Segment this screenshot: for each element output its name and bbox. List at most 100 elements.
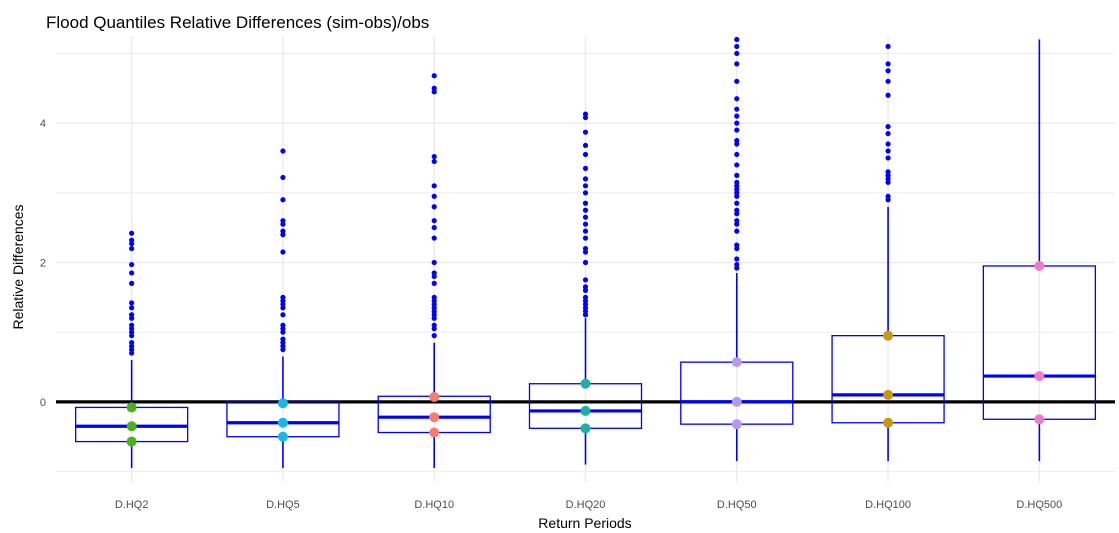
- quantile-marker: [429, 427, 440, 438]
- outlier-point: [129, 261, 135, 268]
- x-tick-label: D.HQ100: [865, 499, 911, 511]
- outlier-point: [431, 280, 437, 286]
- outlier-point: [734, 179, 740, 185]
- outlier-point: [734, 36, 740, 43]
- quantile-marker: [126, 436, 137, 447]
- quantile-marker: [126, 402, 137, 413]
- outlier-point: [129, 245, 135, 252]
- outlier-point: [280, 148, 286, 154]
- outlier-point: [582, 142, 589, 149]
- outlier-point: [431, 73, 437, 79]
- quantile-marker: [883, 330, 894, 341]
- outlier-point: [885, 169, 891, 175]
- outlier-point: [431, 259, 437, 266]
- quantile-marker: [277, 417, 288, 428]
- outlier-point: [129, 340, 135, 346]
- plot-marks: [56, 36, 1115, 469]
- outlier-point: [431, 225, 437, 231]
- x-tick-label: D.HQ5: [266, 499, 300, 511]
- outlier-point: [885, 68, 891, 74]
- outlier-point: [734, 207, 740, 213]
- quantile-marker: [580, 405, 591, 416]
- outlier-point: [582, 176, 589, 182]
- outlier-point: [129, 312, 135, 318]
- x-tick-label: D.HQ10: [414, 499, 454, 511]
- outlier-point: [582, 165, 589, 172]
- outlier-point: [582, 151, 589, 158]
- chart-title: Flood Quantiles Relative Differences (si…: [46, 13, 429, 32]
- outlier-point: [431, 193, 437, 199]
- quantile-marker: [429, 412, 440, 423]
- outlier-point: [280, 174, 286, 181]
- outlier-point: [734, 127, 740, 133]
- outlier-point: [885, 78, 891, 84]
- outlier-point: [582, 277, 589, 283]
- outlier-point: [734, 151, 740, 158]
- outlier-point: [734, 200, 740, 206]
- outlier-point: [885, 43, 891, 50]
- outlier-point: [129, 237, 135, 243]
- outlier-point: [734, 96, 740, 102]
- outlier-point: [280, 249, 286, 255]
- quantile-marker: [277, 431, 288, 442]
- quantile-marker: [883, 389, 894, 400]
- outlier-point: [885, 123, 891, 130]
- y-tick-label: 2: [40, 257, 46, 269]
- x-tick-label: D.HQ20: [566, 499, 606, 511]
- outlier-point: [582, 200, 589, 206]
- outlier-point: [280, 218, 286, 224]
- outlier-point: [431, 158, 437, 165]
- quantile-marker: [580, 423, 591, 434]
- outlier-point: [734, 61, 740, 67]
- outlier-point: [431, 218, 437, 224]
- quantile-marker: [1034, 414, 1045, 425]
- outlier-point: [885, 92, 891, 98]
- outlier-point: [431, 85, 437, 91]
- outlier-point: [129, 300, 135, 306]
- outlier-point: [734, 218, 740, 224]
- y-tick-label: 4: [40, 118, 46, 130]
- outlier-point: [431, 294, 437, 300]
- quantile-marker: [429, 391, 440, 402]
- x-axis-title: Return Periods: [538, 515, 631, 531]
- outlier-point: [734, 50, 740, 57]
- outlier-point: [431, 183, 437, 189]
- outlier-point: [582, 214, 589, 220]
- outlier-point: [582, 228, 589, 234]
- outlier-point: [734, 228, 740, 234]
- outlier-point: [582, 111, 589, 117]
- outlier-point: [734, 261, 740, 268]
- outlier-point: [734, 137, 740, 144]
- outlier-point: [734, 242, 740, 248]
- quantile-marker: [126, 421, 137, 432]
- quantile-marker: [731, 357, 742, 368]
- outlier-point: [582, 284, 589, 290]
- quantile-marker: [580, 378, 591, 389]
- outlier-point: [734, 120, 740, 126]
- quantile-marker: [1034, 260, 1045, 271]
- outlier-point: [885, 148, 891, 154]
- outlier-point: [280, 336, 286, 342]
- outlier-point: [582, 183, 589, 189]
- outlier-point: [280, 294, 286, 300]
- y-tick-label: 0: [40, 397, 46, 409]
- outlier-point: [431, 235, 437, 241]
- x-tick-label: D.HQ500: [1016, 499, 1062, 511]
- outlier-point: [734, 106, 740, 112]
- outlier-point: [431, 153, 437, 160]
- outlier-point: [734, 172, 740, 178]
- outlier-point: [582, 245, 589, 252]
- quantile-marker: [731, 419, 742, 430]
- outlier-point: [582, 294, 589, 300]
- outlier-point: [280, 228, 286, 234]
- outlier-point: [431, 333, 437, 339]
- outlier-point: [129, 322, 135, 328]
- outlier-point: [129, 305, 135, 311]
- axes: 0 2 4 D.HQ2 D.HQ5 D.HQ10 D.HQ20 D.HQ50 D.HQ100 D.…: [40, 118, 1062, 511]
- outlier-point: [582, 221, 589, 227]
- outlier-point: [885, 155, 891, 161]
- y-axis-title: Relative Differences: [10, 204, 26, 329]
- outlier-point: [280, 322, 286, 328]
- outlier-point: [734, 113, 740, 119]
